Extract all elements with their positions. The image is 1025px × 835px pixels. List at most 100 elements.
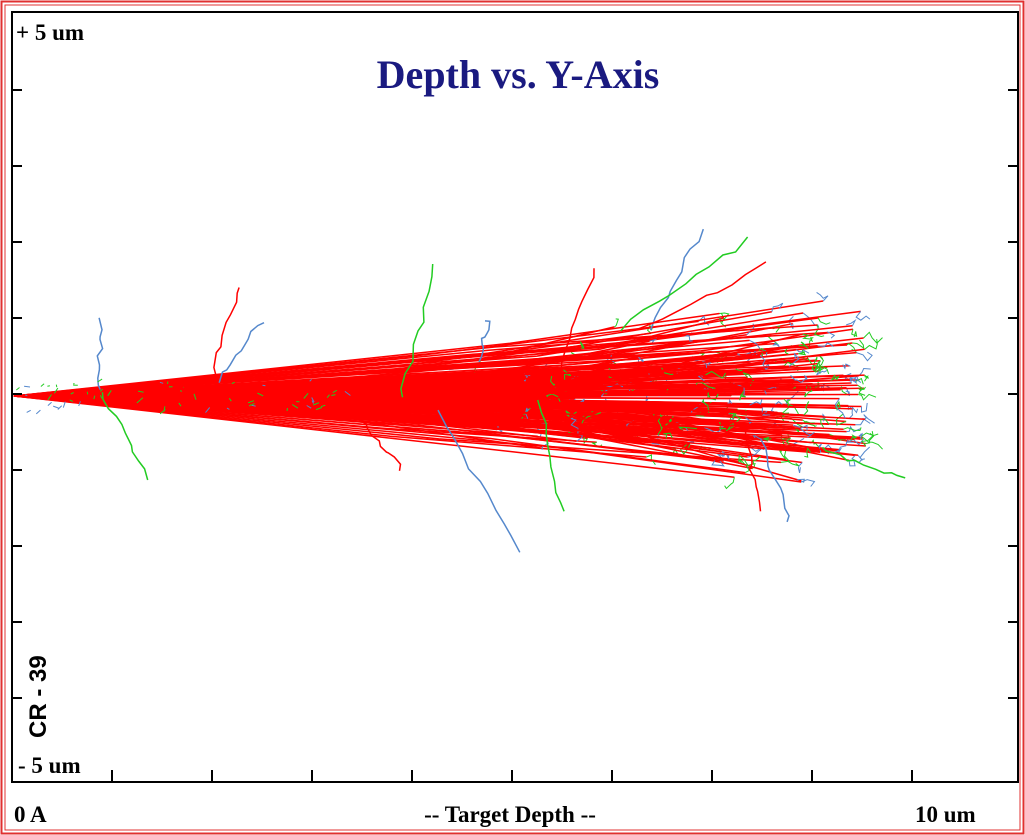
recoil-track — [772, 342, 780, 348]
recoil-track — [649, 336, 658, 343]
recoil-track — [663, 432, 673, 439]
recoil-track — [804, 447, 811, 458]
recoil-branch — [437, 409, 521, 553]
recoil-track — [70, 392, 74, 395]
recoil-branch — [400, 263, 434, 398]
recoil-track — [803, 401, 810, 416]
x-axis-label: -- Target Depth -- — [424, 802, 596, 827]
recoil-branch — [478, 320, 491, 363]
axis-ticks — [12, 89, 1018, 782]
recoil-branch — [649, 228, 705, 331]
recoil-track — [679, 444, 691, 455]
recoil-track — [851, 329, 858, 338]
recoil-track — [579, 341, 585, 350]
recoil-track — [53, 405, 59, 409]
recoil-branch — [560, 268, 595, 369]
recoil-track — [69, 399, 74, 402]
recoil-track — [829, 434, 846, 442]
recoil-track — [845, 387, 850, 396]
recoil-track — [800, 428, 815, 438]
recoil-track — [524, 407, 530, 419]
recoil-track — [780, 460, 800, 467]
ion-track — [13, 324, 853, 397]
recoil-track — [231, 381, 235, 384]
recoil-track — [55, 384, 58, 388]
recoil-track — [695, 381, 716, 389]
chart-title: Depth vs. Y-Axis — [377, 52, 660, 97]
recoil-track — [796, 349, 810, 354]
recoil-track — [863, 374, 870, 382]
recoil-track — [62, 401, 66, 408]
recoil-track — [816, 291, 829, 302]
recoil-track — [747, 447, 762, 458]
recoil-track — [863, 331, 883, 344]
recoil-track — [852, 339, 865, 350]
recoil-track — [15, 387, 20, 391]
recoil-track — [797, 462, 803, 474]
recoil-track — [311, 400, 314, 404]
recoil-track — [817, 342, 834, 348]
recoil-track — [857, 446, 871, 461]
recoil-track — [816, 370, 828, 376]
recoil-track — [306, 405, 312, 409]
recoil-branch — [210, 287, 240, 384]
recoil-track — [320, 404, 326, 408]
recoil-track — [247, 400, 255, 404]
recoil-track — [807, 358, 821, 372]
recoil-track — [701, 400, 710, 413]
recoil-track — [813, 324, 825, 338]
recoil-track — [801, 375, 808, 383]
recoil-branch — [620, 236, 749, 332]
plot-frame — [11, 11, 1019, 783]
y-top-label: + 5 um — [16, 20, 84, 45]
recoil-track — [159, 381, 164, 384]
recoil-track — [24, 394, 28, 397]
ion-track — [13, 311, 772, 397]
recoil-track — [801, 479, 816, 487]
recoil-track — [779, 448, 787, 460]
recoil-track — [782, 399, 791, 414]
recoil-track — [843, 427, 862, 432]
recoil-track — [646, 454, 656, 465]
recoil-track — [687, 441, 695, 444]
recoil-track — [614, 318, 619, 328]
recoil-track — [570, 417, 579, 430]
recoil-track — [563, 369, 572, 380]
ion-track — [13, 395, 746, 474]
recoil-track — [834, 398, 846, 419]
recoil-track — [78, 401, 81, 407]
ion-track — [13, 379, 525, 397]
recoil-track — [811, 356, 818, 371]
recoil-track — [861, 433, 879, 447]
recoil-track — [178, 402, 182, 407]
recoil-track — [817, 317, 831, 325]
recoil-track — [309, 379, 312, 382]
recoil-track — [788, 352, 800, 367]
recoil-track — [99, 395, 103, 399]
recoil-track — [661, 367, 674, 376]
trajectories — [13, 228, 906, 553]
recoil-branch — [536, 399, 565, 512]
recoil-track — [846, 319, 857, 326]
recoil-track — [228, 398, 232, 402]
recoil-track — [802, 333, 814, 340]
recoil-track — [850, 434, 857, 441]
recoil-track — [827, 331, 836, 339]
recoil-track — [811, 365, 830, 375]
recoil-track — [794, 427, 800, 433]
recoil-branch — [744, 427, 762, 512]
recoil-track — [315, 407, 322, 411]
recoil-track — [738, 454, 750, 467]
recoil-track — [762, 436, 772, 442]
recoil-track — [861, 430, 874, 440]
recoil-track — [344, 390, 351, 396]
recoil-track — [732, 413, 742, 422]
recoil-track — [47, 401, 52, 406]
recoil-track — [820, 418, 830, 428]
ion-track — [13, 395, 735, 478]
recoil-track — [677, 426, 697, 431]
recoil-track — [857, 384, 866, 396]
recoil-track — [858, 393, 877, 401]
recoil-track — [796, 478, 805, 483]
